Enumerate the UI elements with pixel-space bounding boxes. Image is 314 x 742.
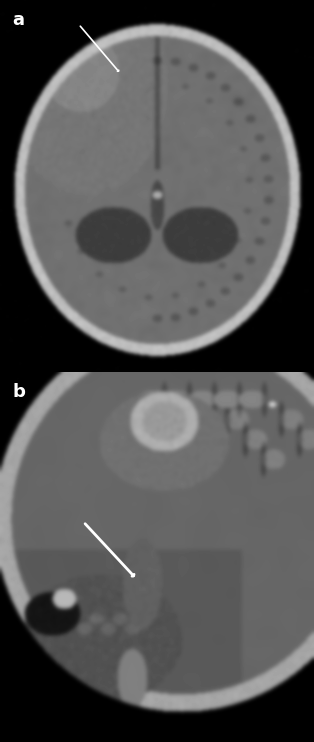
Text: b: b <box>13 383 25 401</box>
Text: a: a <box>13 11 24 29</box>
